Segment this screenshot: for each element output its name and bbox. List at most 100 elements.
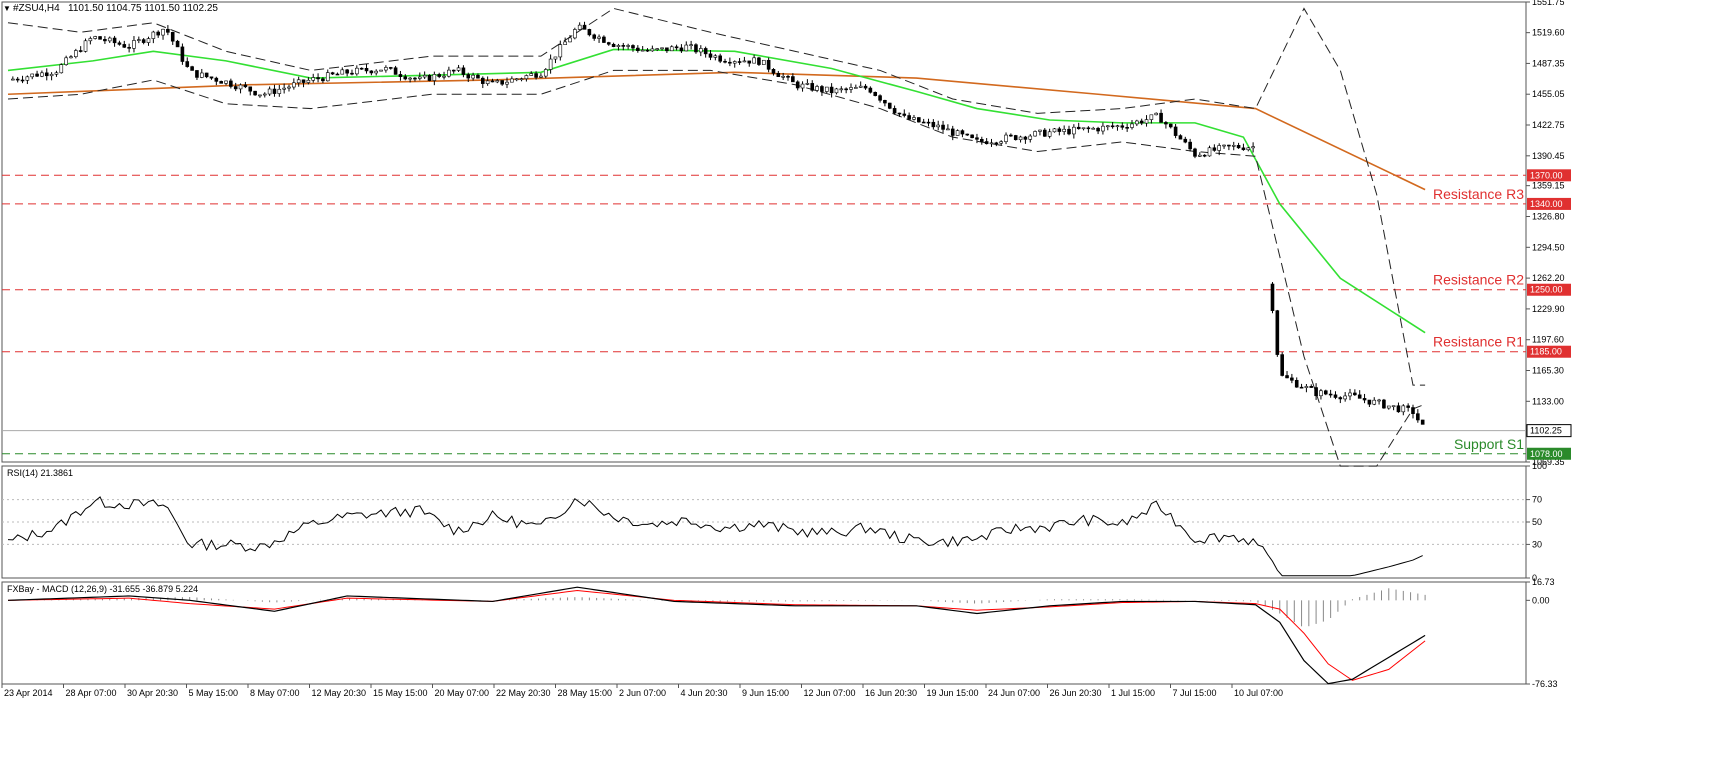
candle[interactable] xyxy=(83,38,88,53)
candle[interactable] xyxy=(878,94,882,103)
candle[interactable] xyxy=(1328,389,1333,398)
candle[interactable] xyxy=(122,40,127,48)
candle[interactable] xyxy=(107,36,112,43)
candle[interactable] xyxy=(1052,128,1057,133)
candle[interactable] xyxy=(1072,124,1076,139)
candle[interactable] xyxy=(1081,127,1086,131)
candle[interactable] xyxy=(11,76,15,81)
candle[interactable] xyxy=(151,30,156,44)
candle[interactable] xyxy=(1372,397,1377,406)
candle[interactable] xyxy=(98,36,102,40)
candle[interactable] xyxy=(418,72,422,81)
candle[interactable] xyxy=(1101,122,1105,135)
candle[interactable] xyxy=(728,57,732,67)
candle[interactable] xyxy=(272,84,277,97)
candle[interactable] xyxy=(1251,142,1255,153)
candle[interactable] xyxy=(495,78,500,84)
candle[interactable] xyxy=(1178,134,1183,140)
candle[interactable] xyxy=(229,78,233,89)
candle[interactable] xyxy=(660,47,664,51)
candle[interactable] xyxy=(1207,145,1212,157)
candle[interactable] xyxy=(1391,405,1396,411)
candle[interactable] xyxy=(723,58,727,64)
candle[interactable] xyxy=(166,25,170,36)
candle[interactable] xyxy=(1309,384,1314,388)
candle[interactable] xyxy=(1033,130,1037,137)
candle[interactable] xyxy=(330,71,335,75)
candle[interactable] xyxy=(989,138,994,147)
candle[interactable] xyxy=(616,43,621,51)
candle[interactable] xyxy=(887,102,892,110)
candle[interactable] xyxy=(524,74,529,82)
candle[interactable] xyxy=(1386,405,1391,410)
candle[interactable] xyxy=(1149,114,1154,124)
candle[interactable] xyxy=(59,63,64,74)
price-panel[interactable]: Resistance R3 Resistance R2 Resistance R1 S… xyxy=(2,7,1526,467)
candle[interactable] xyxy=(1042,128,1047,137)
candle[interactable] xyxy=(1241,143,1246,151)
candle[interactable] xyxy=(1406,403,1410,412)
candle[interactable] xyxy=(292,78,296,90)
candle[interactable] xyxy=(432,71,437,86)
candle[interactable] xyxy=(1416,409,1420,423)
candle[interactable] xyxy=(49,72,54,81)
candle[interactable] xyxy=(277,84,282,97)
candle[interactable] xyxy=(127,43,131,53)
candle[interactable] xyxy=(1067,125,1071,136)
candle[interactable] xyxy=(117,40,122,46)
candle[interactable] xyxy=(781,72,785,81)
candle[interactable] xyxy=(897,112,902,117)
candle[interactable] xyxy=(132,36,136,53)
candle[interactable] xyxy=(766,57,771,73)
candle[interactable] xyxy=(69,55,73,59)
candle[interactable] xyxy=(1227,144,1231,151)
candle[interactable] xyxy=(287,84,291,92)
candle[interactable] xyxy=(1105,125,1110,131)
candle[interactable] xyxy=(684,41,689,52)
candle[interactable] xyxy=(694,43,698,54)
candle[interactable] xyxy=(868,86,873,94)
candle[interactable] xyxy=(655,48,660,52)
candle[interactable] xyxy=(141,38,146,45)
candle[interactable] xyxy=(54,70,59,77)
candle[interactable] xyxy=(1144,115,1149,127)
candle[interactable] xyxy=(345,68,349,77)
candle[interactable] xyxy=(1018,135,1023,143)
candle[interactable] xyxy=(1154,112,1159,116)
candle[interactable] xyxy=(35,70,39,78)
candle[interactable] xyxy=(539,73,543,78)
candle[interactable] xyxy=(388,66,393,70)
candle[interactable] xyxy=(863,84,868,90)
candle[interactable] xyxy=(384,65,388,73)
candle[interactable] xyxy=(20,75,25,84)
candle[interactable] xyxy=(980,136,984,145)
candle[interactable] xyxy=(1323,389,1328,396)
candle[interactable] xyxy=(451,69,456,74)
candle[interactable] xyxy=(161,28,165,40)
candle[interactable] xyxy=(1110,121,1115,129)
candle[interactable] xyxy=(1173,123,1178,139)
candle[interactable] xyxy=(1285,371,1289,379)
candle[interactable] xyxy=(1076,122,1081,130)
candle[interactable] xyxy=(970,134,974,139)
candle[interactable] xyxy=(1047,128,1052,139)
candle[interactable] xyxy=(170,31,175,45)
candle[interactable] xyxy=(742,56,747,63)
candle[interactable] xyxy=(112,35,117,47)
candle[interactable] xyxy=(1198,152,1202,158)
candle[interactable] xyxy=(892,105,897,115)
candle[interactable] xyxy=(485,76,490,86)
candle[interactable] xyxy=(180,43,185,65)
candle[interactable] xyxy=(1193,147,1197,159)
candle[interactable] xyxy=(1319,388,1323,400)
candle[interactable] xyxy=(93,35,98,40)
candle[interactable] xyxy=(1270,282,1275,314)
candle[interactable] xyxy=(1038,129,1042,136)
candle[interactable] xyxy=(321,77,325,84)
candle[interactable] xyxy=(805,79,810,86)
candle[interactable] xyxy=(679,44,684,53)
candle[interactable] xyxy=(999,140,1003,146)
candle[interactable] xyxy=(1401,404,1406,416)
candle[interactable] xyxy=(1294,377,1299,388)
candle[interactable] xyxy=(471,72,475,81)
